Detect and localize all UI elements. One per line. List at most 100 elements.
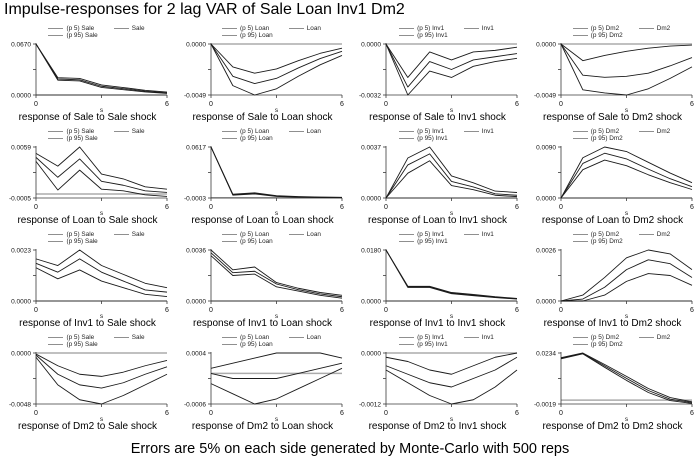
legend-item: Dm2 bbox=[638, 231, 670, 238]
x-tick-label-0: 0 bbox=[209, 410, 213, 417]
panel-caption: response of Loan to Loan shock bbox=[191, 215, 334, 226]
panel-caption: response of Loan to Dm2 shock bbox=[541, 215, 684, 226]
legend-label: Dm2 bbox=[656, 334, 671, 341]
legend-item: (p 95) Dm2 bbox=[572, 135, 623, 142]
irf-series-line bbox=[560, 43, 693, 62]
legend-line-swatch-icon bbox=[572, 344, 588, 345]
legend-item: (p 5) Loan bbox=[222, 334, 273, 341]
legend-label: (p 5) Loan bbox=[240, 231, 270, 238]
legend-item: (p 95) Loan bbox=[222, 135, 273, 142]
legend-line-swatch-icon bbox=[48, 35, 64, 36]
legend-item: (p 95) Inv1 bbox=[399, 32, 448, 39]
irf-panel: (p 5) Sale (p 95) Sale Sale 0.0670 0.0000 0 6 s… bbox=[0, 23, 175, 126]
legend-item: Loan bbox=[288, 231, 321, 238]
irf-series-line bbox=[560, 43, 693, 78]
legend-label: (p 95) Inv1 bbox=[417, 135, 448, 142]
legend-item: (p 5) Loan bbox=[222, 25, 273, 32]
legend-line-swatch-icon bbox=[48, 337, 64, 338]
x-tick-label-0: 0 bbox=[209, 101, 213, 108]
legend-item: (p 95) Dm2 bbox=[572, 32, 623, 39]
x-tick-label-6: 6 bbox=[340, 410, 344, 417]
panel-caption: response of Sale to Dm2 shock bbox=[543, 112, 682, 123]
irf-series-line bbox=[35, 161, 168, 197]
legend-label: (p 5) Sale bbox=[66, 25, 95, 32]
legend-item: Loan bbox=[288, 128, 321, 135]
y-axis-max-label: 0.0037 bbox=[361, 145, 381, 152]
legend-label: (p 5) Sale bbox=[66, 231, 95, 238]
irf-series-line bbox=[385, 249, 518, 300]
y-axis-max-label: 0.0026 bbox=[536, 248, 556, 255]
legend-item: (p 5) Loan bbox=[222, 231, 273, 238]
legend-label: (p 95) Loan bbox=[240, 32, 273, 39]
legend-label: (p 5) Sale bbox=[66, 128, 95, 135]
y-axis-min-label: 0.0000 bbox=[11, 299, 31, 306]
legend-line-swatch-icon bbox=[638, 337, 654, 338]
irf-panel: (p 5) Dm2 (p 95) Dm2 Dm2 0.0090 0.0000 0 6 s res… bbox=[525, 126, 700, 229]
legend-label: (p 5) Dm2 bbox=[590, 231, 620, 238]
x-axis-label: s bbox=[100, 210, 104, 217]
legend-item: Inv1 bbox=[463, 25, 494, 32]
x-tick-label-0: 0 bbox=[34, 410, 38, 417]
legend-item: Sale bbox=[113, 25, 145, 32]
y-axis-max-label: 0.0000 bbox=[186, 42, 206, 49]
legend-line-swatch-icon bbox=[572, 337, 588, 338]
legend-item: (p 5) Dm2 bbox=[572, 231, 623, 238]
legend-label: (p 5) Inv1 bbox=[417, 231, 445, 238]
legend-item: Dm2 bbox=[638, 334, 671, 341]
legend-item: (p 95) Loan bbox=[222, 341, 273, 348]
irf-panel: (p 5) Loan (p 95) Loan Loan 0.0004 -0.0006 0 6… bbox=[175, 332, 350, 435]
legend-label: Dm2 bbox=[656, 25, 671, 32]
irf-panel: (p 5) Loan (p 95) Loan Loan 0.0000 -0.0049 0 6… bbox=[175, 23, 350, 126]
legend-label: Sale bbox=[131, 128, 145, 135]
x-tick-label-0: 0 bbox=[34, 204, 38, 211]
legend-line-swatch-icon bbox=[399, 337, 415, 338]
irf-series-line bbox=[560, 352, 693, 403]
panel-caption: response of Loan to Inv1 shock bbox=[368, 215, 507, 226]
y-axis-min-label: 0.0000 bbox=[536, 299, 556, 306]
irf-series-line bbox=[35, 258, 168, 293]
x-tick-label-6: 6 bbox=[165, 307, 169, 314]
legend-label: (p 95) Dm2 bbox=[590, 238, 623, 245]
legend-item: (p 95) Sale bbox=[48, 238, 98, 245]
y-axis-max-label: 0.0670 bbox=[11, 42, 31, 49]
panel-legend: (p 5) Sale (p 95) Sale Sale bbox=[0, 126, 175, 142]
irf-series-line bbox=[560, 152, 693, 199]
irf-series-line bbox=[385, 43, 518, 88]
x-tick-label-6: 6 bbox=[165, 410, 169, 417]
figure-footnote: Errors are 5% on each side generated by … bbox=[130, 441, 570, 457]
legend-item: (p 95) Sale bbox=[48, 135, 98, 142]
irf-series-line bbox=[210, 43, 343, 96]
legend-line-swatch-icon bbox=[572, 234, 588, 235]
y-axis-min-label: -0.0006 bbox=[184, 402, 206, 409]
irf-series-line bbox=[385, 160, 518, 199]
legend-line-swatch-icon bbox=[222, 241, 238, 242]
page-title: Impulse-responses for 2 lag VAR of Sale … bbox=[4, 1, 405, 18]
panel-caption: response of Sale to Sale shock bbox=[18, 112, 157, 123]
legend-label: (p 95) Dm2 bbox=[590, 135, 623, 142]
panel-caption: response of Dm2 to Dm2 shock bbox=[542, 421, 683, 432]
panel-legend: (p 5) Loan (p 95) Loan Loan bbox=[175, 23, 350, 39]
legend-line-swatch-icon bbox=[222, 344, 238, 345]
legend-line-swatch-icon bbox=[638, 28, 654, 29]
irf-panel: (p 5) Dm2 (p 95) Dm2 Dm2 0.0026 0.0000 0 6 s res… bbox=[525, 229, 700, 332]
y-axis-max-label: 0.0180 bbox=[361, 248, 381, 255]
x-tick-label-0: 0 bbox=[384, 101, 388, 108]
legend-line-swatch-icon bbox=[113, 131, 129, 132]
legend-line-swatch-icon bbox=[399, 138, 415, 139]
legend-label: (p 5) Sale bbox=[66, 334, 95, 341]
panel-legend: (p 5) Dm2 (p 95) Dm2 Dm2 bbox=[525, 229, 700, 245]
irf-series-line bbox=[210, 255, 343, 299]
legend-label: (p 5) Dm2 bbox=[590, 128, 620, 135]
y-axis-min-label: -0.0003 bbox=[184, 196, 206, 203]
panel-legend: (p 5) Sale (p 95) Sale Sale bbox=[0, 23, 175, 39]
y-axis-min-label: -0.0048 bbox=[9, 402, 31, 409]
x-tick-label-6: 6 bbox=[340, 204, 344, 211]
legend-line-swatch-icon bbox=[113, 234, 129, 235]
irf-series-line bbox=[560, 43, 693, 96]
legend-item: (p 95) Loan bbox=[222, 32, 273, 39]
x-axis-label: s bbox=[625, 107, 629, 114]
